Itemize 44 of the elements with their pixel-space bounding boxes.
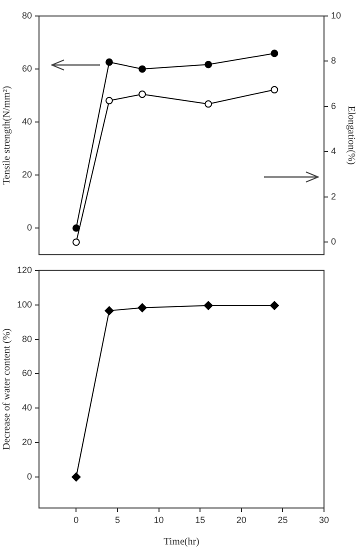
y-tick-label: 60 xyxy=(22,64,32,74)
point xyxy=(138,65,146,73)
y-tick-label: 100 xyxy=(16,299,32,310)
point xyxy=(270,50,278,58)
y2-tick-label: 4 xyxy=(331,146,336,156)
y-tick-label: 20 xyxy=(22,170,32,180)
point xyxy=(104,306,114,316)
x-axis-title: Time(hr) xyxy=(164,536,200,548)
x-tick-label: 20 xyxy=(236,514,246,525)
y-tick-label: 0 xyxy=(26,471,32,482)
y-axis-title: Decrease of water content (%) xyxy=(2,328,13,450)
point xyxy=(138,90,146,98)
y2-tick-label: 6 xyxy=(331,100,336,111)
y-tick-label: 40 xyxy=(22,116,32,127)
point xyxy=(72,224,80,232)
y-axis-title: Tensile strength(N/mm²) xyxy=(2,86,13,185)
y-tick-label: 80 xyxy=(22,334,32,344)
x-tick-label: 0 xyxy=(74,514,79,525)
x-tick-label: 15 xyxy=(195,514,206,525)
y2-tick-label: 0 xyxy=(331,236,336,247)
x-tick-label: 30 xyxy=(318,514,330,525)
x-tick-label: 10 xyxy=(154,514,164,525)
point xyxy=(270,86,278,94)
point xyxy=(138,303,147,312)
y-tick-label: 120 xyxy=(16,264,32,275)
y-tick-label: 80 xyxy=(22,10,32,20)
point xyxy=(204,301,213,310)
y-tick-label: 40 xyxy=(22,402,32,413)
y2-tick-label: 10 xyxy=(331,10,342,20)
point xyxy=(204,100,212,108)
y-tick-label: 60 xyxy=(22,368,32,378)
y-tick-label: 20 xyxy=(22,437,32,448)
point xyxy=(72,238,80,246)
point xyxy=(204,60,212,68)
point xyxy=(72,472,81,482)
point xyxy=(106,58,113,66)
x-tick-label: 25 xyxy=(278,514,288,525)
point xyxy=(270,301,279,310)
y-tick-label: 0 xyxy=(26,222,32,233)
y2-tick-label: 8 xyxy=(331,56,336,66)
x-tick-label: 5 xyxy=(114,514,120,525)
y2-tick-label: 2 xyxy=(331,191,336,202)
point xyxy=(106,96,113,104)
y2-axis-title: Elongation(%) xyxy=(345,106,356,165)
